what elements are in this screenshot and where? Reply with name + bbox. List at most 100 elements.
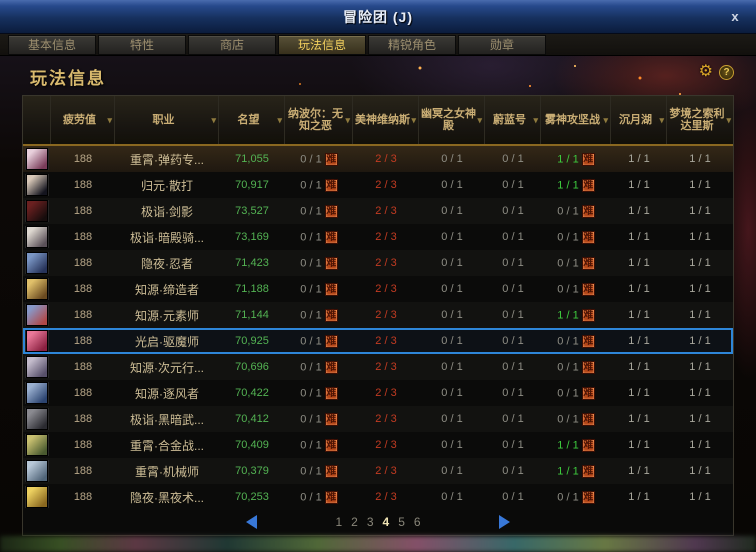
dungeon-cell-azure: 0 / 1	[485, 231, 541, 243]
clear-count: 1 / 1	[628, 257, 650, 269]
page-number-3[interactable]: 3	[366, 514, 374, 529]
hard-mode-badge: 难	[324, 386, 338, 400]
column-header-fog-god[interactable]: 雾神攻坚战 ▾	[541, 96, 611, 144]
hard-mode-badge: 难	[581, 178, 595, 192]
dungeon-cell-dream: 1 / 1	[667, 361, 733, 373]
clear-count: 0 / 1	[557, 282, 579, 295]
column-header-fatigue[interactable]: 疲劳值 ▾	[51, 96, 115, 144]
tab-traits[interactable]: 特性	[98, 34, 186, 55]
sort-dropdown-icon[interactable]: ▾	[659, 115, 664, 125]
sort-dropdown-icon[interactable]: ▾	[726, 115, 731, 125]
column-header-napoer[interactable]: 纳波尔：无知之恶 ▾	[285, 96, 353, 144]
dungeon-cell-moon-lake: 1 / 1	[611, 439, 667, 451]
character-name: 归元·散打	[141, 178, 193, 193]
fame-value: 70,422	[235, 387, 269, 399]
sort-dropdown-icon[interactable]: ▾	[211, 115, 216, 125]
column-header-moon-lake[interactable]: 沉月湖 ▾	[611, 96, 667, 144]
sort-dropdown-icon[interactable]: ▾	[107, 115, 112, 125]
gear-icon[interactable]: ⚙	[698, 63, 713, 80]
dungeon-cell-underworld: 0 / 1	[419, 413, 485, 425]
sort-dropdown-icon[interactable]: ▾	[277, 115, 282, 125]
clear-count: 0 / 1	[502, 205, 524, 217]
tab-basic-info[interactable]: 基本信息	[8, 34, 96, 55]
clear-count: 0 / 1	[557, 204, 579, 217]
close-icon[interactable]: x	[731, 9, 739, 24]
hard-mode-badge: 难	[324, 204, 338, 218]
column-header-azure[interactable]: 蔚蓝号 ▾	[485, 96, 541, 144]
hard-mode-badge: 难	[581, 152, 595, 166]
hard-mode-badge: 难	[581, 308, 595, 322]
tab-elite-characters[interactable]: 精锐角色	[368, 34, 456, 55]
clear-count: 0 / 1	[502, 179, 524, 191]
clear-count: 1 / 1	[628, 153, 650, 165]
table-header-row: 疲劳值 ▾ 职业 ▾ 名望 ▾ 纳波尔：无知之恶 ▾ 美神维纳斯 ▾ 幽冥之女神殿 ▾ 蔚蓝号 ▾ 雾神攻坚…	[23, 96, 733, 146]
tab-medals[interactable]: 勋章	[458, 34, 546, 55]
tab-gameplay-info[interactable]: 玩法信息	[278, 34, 366, 55]
sort-dropdown-icon[interactable]: ▾	[603, 115, 608, 125]
clear-count: 0 / 1	[300, 230, 322, 243]
page-number-4[interactable]: 4	[382, 514, 390, 529]
avatar-cell	[23, 278, 51, 300]
next-page-button[interactable]	[498, 514, 510, 529]
help-icon[interactable]: ?	[719, 64, 734, 80]
dungeon-cell-venus: 2 / 3	[353, 257, 419, 269]
dungeon-cell-underworld: 0 / 1	[419, 153, 485, 165]
fatigue-value: 188	[73, 465, 93, 477]
column-header-venus[interactable]: 美神维纳斯 ▾	[353, 96, 419, 144]
sort-dropdown-icon[interactable]: ▾	[533, 115, 538, 125]
clear-count: 0 / 1	[441, 309, 463, 321]
sort-dropdown-icon[interactable]: ▾	[345, 115, 350, 125]
hard-mode-badge: 难	[324, 308, 338, 322]
clear-count: 0 / 1	[557, 490, 579, 503]
avatar-column-header	[23, 96, 51, 144]
page-number-1[interactable]: 1	[335, 514, 343, 529]
prev-page-button[interactable]	[246, 514, 258, 529]
clear-count: 1 / 1	[628, 361, 650, 373]
clear-count: 1 / 1	[689, 257, 711, 269]
page-number-5[interactable]: 5	[398, 514, 405, 529]
clear-count: 0 / 1	[502, 465, 524, 477]
clear-count: 0 / 1	[300, 438, 322, 451]
hard-mode-badge: 难	[581, 230, 595, 244]
dungeon-cell-dream: 1 / 1	[667, 309, 733, 321]
dungeon-cell-azure: 0 / 1	[485, 361, 541, 373]
clear-count: 0 / 1	[441, 491, 463, 503]
dungeon-cell-azure: 0 / 1	[485, 413, 541, 425]
page-number-6[interactable]: 6	[413, 514, 421, 529]
clear-count: 0 / 1	[300, 412, 322, 425]
tab-shop[interactable]: 商店	[188, 34, 276, 55]
sort-dropdown-icon[interactable]: ▾	[411, 115, 416, 125]
column-header-fame[interactable]: 名望 ▾	[219, 96, 285, 144]
column-header-dream[interactable]: 梦境之索利达里斯 ▾	[667, 96, 733, 144]
clear-count: 1 / 1	[689, 491, 711, 503]
page-title: 玩法信息	[30, 69, 106, 88]
character-name: 知源·逐风者	[135, 386, 199, 401]
clear-count: 1 / 1	[689, 387, 711, 399]
avatar-cell	[23, 226, 51, 248]
dungeon-cell-moon-lake: 1 / 1	[611, 361, 667, 373]
fame-value: 71,055	[235, 153, 269, 165]
clear-count: 1 / 1	[628, 309, 650, 321]
column-header-underworld[interactable]: 幽冥之女神殿 ▾	[419, 96, 485, 144]
page-number-2[interactable]: 2	[351, 514, 358, 529]
column-header-job[interactable]: 职业 ▾	[115, 96, 219, 144]
dungeon-cell-dream: 1 / 1	[667, 413, 733, 425]
dungeon-cell-moon-lake: 1 / 1	[611, 283, 667, 295]
sort-dropdown-icon[interactable]: ▾	[477, 115, 482, 125]
clear-count: 1 / 1	[557, 438, 579, 451]
